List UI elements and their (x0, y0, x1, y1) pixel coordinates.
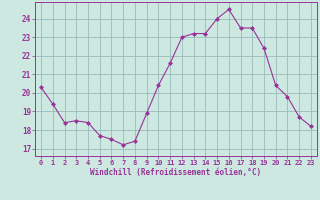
X-axis label: Windchill (Refroidissement éolien,°C): Windchill (Refroidissement éolien,°C) (91, 168, 261, 177)
